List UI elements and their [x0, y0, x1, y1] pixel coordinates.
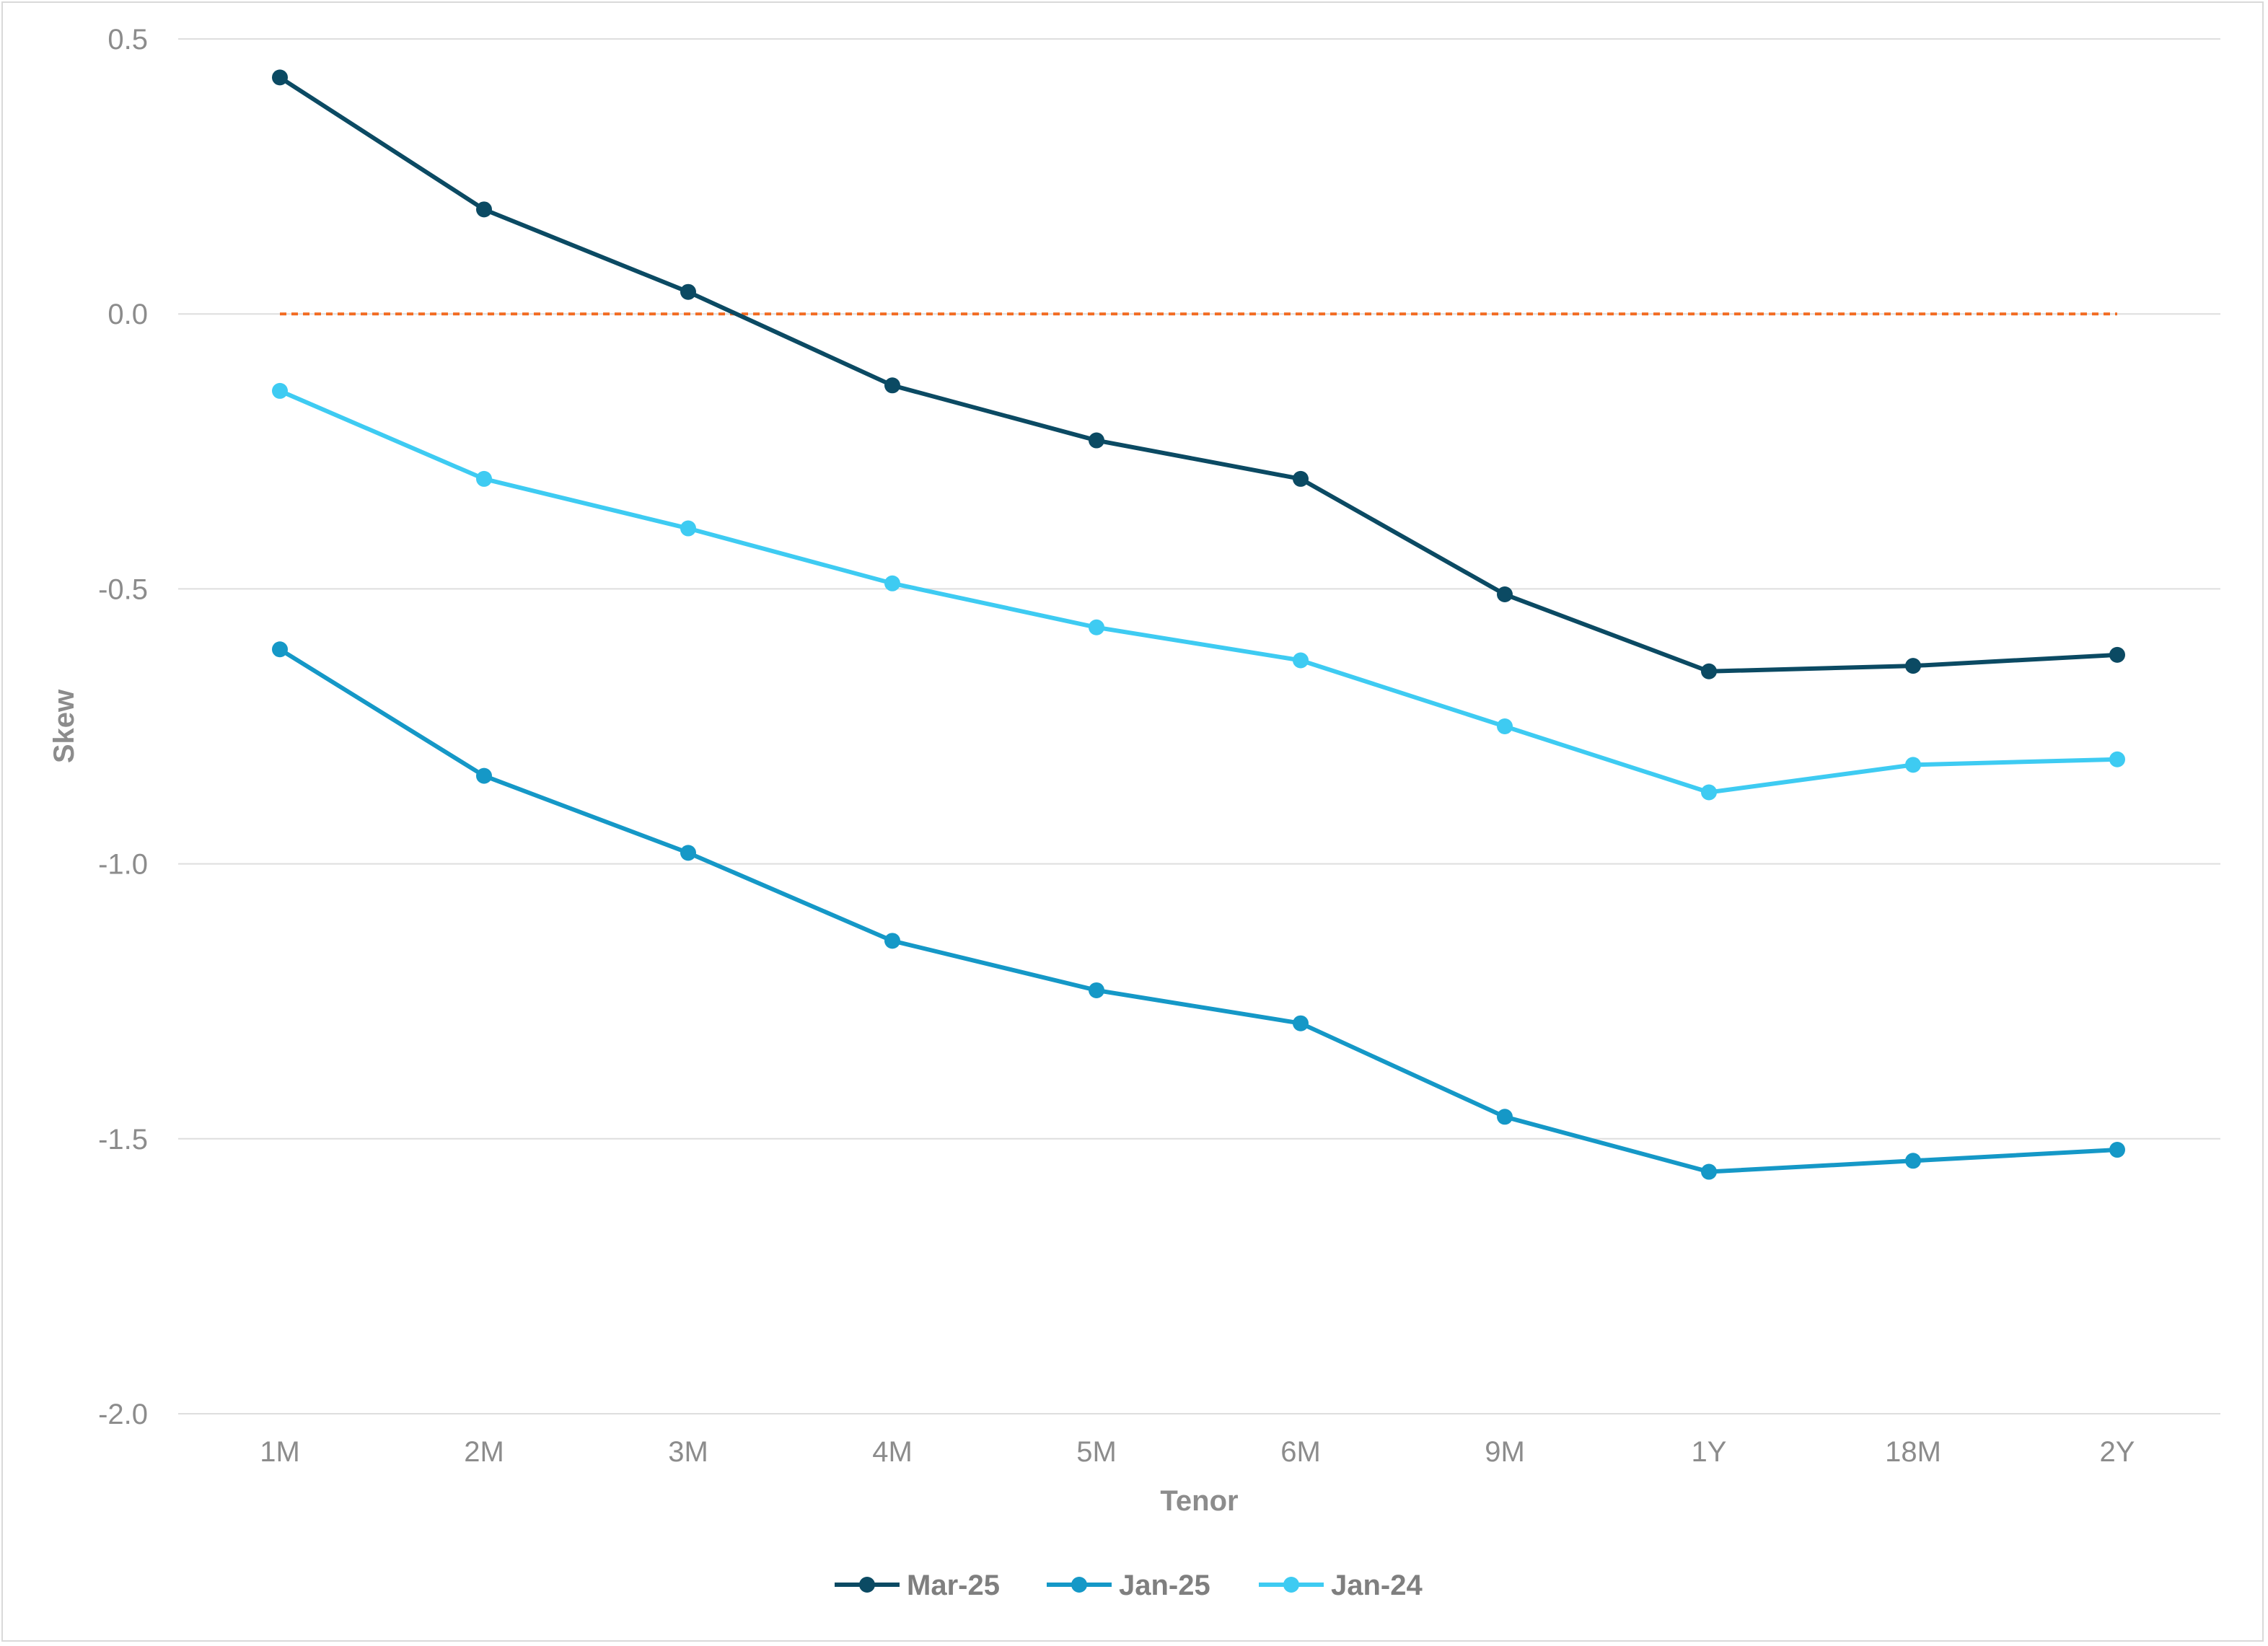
data-point: [1293, 1015, 1309, 1031]
data-point: [2109, 751, 2125, 767]
data-point: [1089, 619, 1104, 635]
data-point: [272, 641, 288, 658]
x-axis-title: Tenor: [1160, 1485, 1238, 1517]
data-point: [1497, 586, 1513, 603]
y-tick-label: -1.0: [98, 849, 148, 881]
x-tick-label: 2M: [464, 1436, 504, 1468]
data-point: [1905, 757, 1921, 773]
y-tick-label: -0.5: [98, 573, 148, 605]
data-point: [1497, 1109, 1513, 1125]
x-tick-label: 9M: [1485, 1436, 1525, 1468]
legend-label: Jan-24: [1331, 1570, 1423, 1601]
y-tick-label: -2.0: [98, 1399, 148, 1430]
data-point: [272, 69, 288, 86]
legend-item-jan-24: Jan-24: [1259, 1570, 1423, 1601]
legend-item-jan-25: Jan-25: [1047, 1570, 1210, 1601]
legend-item-mar-25: Mar-25: [835, 1570, 1000, 1601]
legend-swatch-marker: [859, 1577, 875, 1593]
data-point: [884, 933, 900, 949]
y-tick-label: 0.0: [107, 299, 148, 330]
y-tick-label: 0.5: [107, 24, 148, 56]
series-jan-24: [272, 382, 2125, 801]
gridlines: [178, 38, 2220, 1414]
data-point: [1701, 784, 1717, 801]
data-point: [1497, 718, 1513, 734]
data-point: [476, 470, 492, 487]
series-jan-25: [272, 641, 2125, 1180]
x-tick-label: 1M: [260, 1436, 300, 1468]
x-tick-label: 3M: [668, 1436, 708, 1468]
data-point: [2109, 1142, 2125, 1158]
data-point: [680, 520, 696, 537]
x-tick-label: 6M: [1280, 1436, 1321, 1468]
y-axis-ticks: 0.5 0.0 -0.5 -1.0 -1.5 -2.0: [98, 24, 148, 1430]
data-point: [1905, 658, 1921, 674]
x-axis-ticks: 1M 2M 3M 4M 5M 6M 9M 1Y 18M 2Y: [260, 1436, 2135, 1468]
data-point: [1089, 432, 1104, 449]
data-point: [476, 201, 492, 218]
series-lines: [272, 69, 2125, 1180]
data-point: [884, 377, 900, 394]
series-line: [278, 388, 2119, 795]
series-line: [278, 647, 2119, 1174]
data-point: [1089, 982, 1104, 998]
x-tick-label: 5M: [1076, 1436, 1117, 1468]
x-tick-label: 18M: [1885, 1436, 1941, 1468]
legend-label: Jan-25: [1119, 1570, 1210, 1601]
data-point: [1701, 1163, 1717, 1180]
data-point: [884, 575, 900, 591]
data-point: [476, 767, 492, 784]
legend-swatch-marker: [1283, 1577, 1299, 1593]
data-point: [680, 845, 696, 861]
data-point: [2109, 646, 2125, 663]
series-mar-25: [272, 69, 2125, 679]
legend-swatch-marker: [1071, 1577, 1087, 1593]
x-tick-label: 1Y: [1692, 1436, 1727, 1468]
y-axis-title: Skew: [48, 689, 80, 763]
x-tick-label: 4M: [872, 1436, 913, 1468]
legend-label: Mar-25: [907, 1570, 1000, 1601]
data-point: [1905, 1153, 1921, 1169]
data-point: [1701, 663, 1717, 679]
x-tick-label: 2Y: [2100, 1436, 2135, 1468]
y-tick-label: -1.5: [98, 1124, 148, 1156]
data-point: [272, 382, 288, 399]
data-point: [1293, 652, 1309, 669]
data-point: [680, 283, 696, 300]
series-line: [278, 75, 2119, 674]
data-point: [1293, 470, 1309, 487]
legend: Mar-25 Jan-25 Jan-24: [835, 1570, 1423, 1601]
